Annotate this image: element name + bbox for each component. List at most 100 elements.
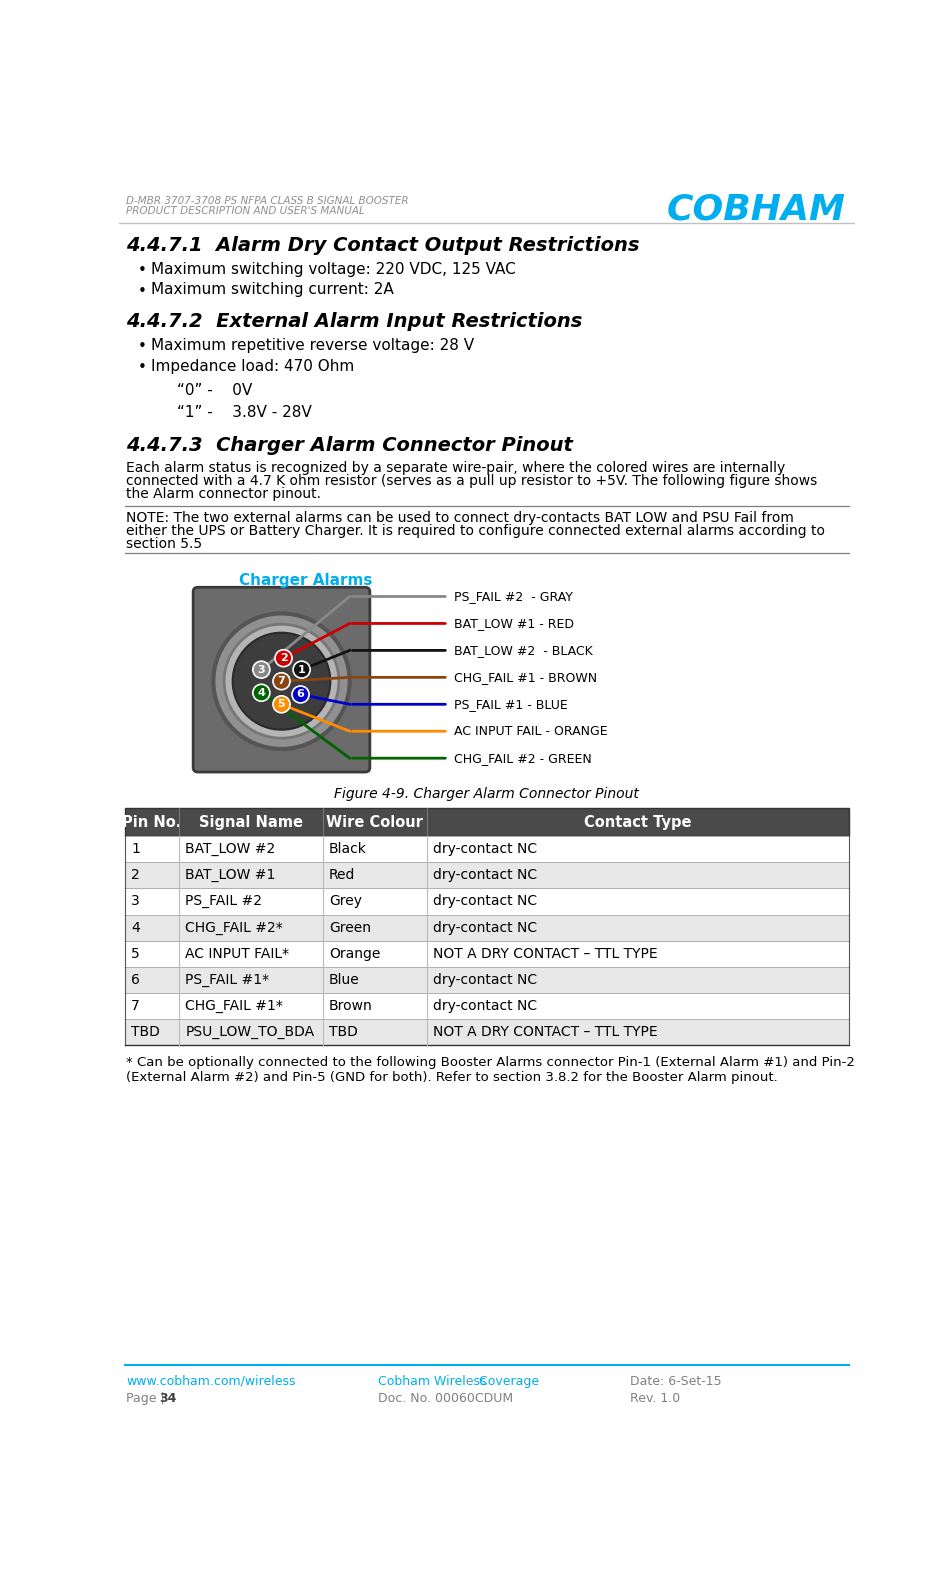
Text: Signal Name: Signal Name <box>199 815 303 829</box>
FancyBboxPatch shape <box>125 914 848 940</box>
Text: www.cobham.com/wireless: www.cobham.com/wireless <box>126 1375 296 1388</box>
Text: 2: 2 <box>279 653 288 663</box>
Text: PS_FAIL #1 - BLUE: PS_FAIL #1 - BLUE <box>453 697 567 711</box>
Text: •: • <box>138 264 147 278</box>
Text: “0” -    0V: “0” - 0V <box>177 383 252 399</box>
Text: NOT A DRY CONTACT – TTL TYPE: NOT A DRY CONTACT – TTL TYPE <box>433 1025 658 1039</box>
Text: * Can be optionally connected to the following Booster Alarms connector Pin-1 (E: * Can be optionally connected to the fol… <box>126 1057 855 1069</box>
Text: BAT_LOW #2: BAT_LOW #2 <box>185 842 276 856</box>
Text: Grey: Grey <box>329 895 362 909</box>
Text: Cobham Wireless: Cobham Wireless <box>378 1375 491 1388</box>
Text: –: – <box>466 1375 471 1388</box>
Text: •: • <box>138 339 147 355</box>
FancyBboxPatch shape <box>193 587 370 772</box>
Circle shape <box>214 614 350 749</box>
Text: 4.4.7.2  External Alarm Input Restrictions: 4.4.7.2 External Alarm Input Restriction… <box>126 312 583 331</box>
Circle shape <box>233 633 331 730</box>
Text: Maximum repetitive reverse voltage: 28 V: Maximum repetitive reverse voltage: 28 V <box>151 338 474 353</box>
Text: 1: 1 <box>131 842 140 856</box>
Text: TBD: TBD <box>329 1025 357 1039</box>
Text: Green: Green <box>329 920 370 934</box>
Text: Date: 6-Set-15: Date: 6-Set-15 <box>630 1375 722 1388</box>
Text: 3: 3 <box>257 664 265 675</box>
Text: TBD: TBD <box>131 1025 160 1039</box>
Text: Rev. 1.0: Rev. 1.0 <box>630 1393 680 1405</box>
FancyBboxPatch shape <box>125 1019 848 1046</box>
Text: Maximum switching voltage: 220 VDC, 125 VAC: Maximum switching voltage: 220 VDC, 125 … <box>151 262 516 276</box>
Text: COBHAM: COBHAM <box>667 192 846 226</box>
Text: Impedance load: 470 Ohm: Impedance load: 470 Ohm <box>151 358 354 374</box>
Text: •: • <box>138 284 147 298</box>
Text: PS_FAIL #1*: PS_FAIL #1* <box>185 973 270 988</box>
Text: 6: 6 <box>131 973 140 988</box>
Text: Wire Colour: Wire Colour <box>327 815 424 829</box>
Text: 4.4.7.3  Charger Alarm Connector Pinout: 4.4.7.3 Charger Alarm Connector Pinout <box>126 435 574 455</box>
Text: PS_FAIL #2: PS_FAIL #2 <box>185 895 262 909</box>
Circle shape <box>253 685 270 702</box>
Text: Each alarm status is recognized by a separate wire-pair, where the colored wires: Each alarm status is recognized by a sep… <box>126 462 786 476</box>
Text: dry-contact NC: dry-contact NC <box>433 999 538 1013</box>
Text: AC INPUT FAIL - ORANGE: AC INPUT FAIL - ORANGE <box>453 725 607 738</box>
Text: PSU_LOW_TO_BDA: PSU_LOW_TO_BDA <box>185 1025 314 1039</box>
Text: Orange: Orange <box>329 947 380 961</box>
Text: NOTE: The two external alarms can be used to connect dry-contacts BAT LOW and PS: NOTE: The two external alarms can be use… <box>126 510 794 524</box>
Text: (External Alarm #2) and Pin-5 (GND for both). Refer to section 3.8.2 for the Boo: (External Alarm #2) and Pin-5 (GND for b… <box>126 1071 778 1083</box>
Text: “1” -    3.8V - 28V: “1” - 3.8V - 28V <box>177 405 312 419</box>
Text: 7: 7 <box>131 999 140 1013</box>
Text: 6: 6 <box>296 689 305 700</box>
FancyBboxPatch shape <box>125 889 848 914</box>
Text: dry-contact NC: dry-contact NC <box>433 868 538 882</box>
Text: CHG_FAIL #2 - GREEN: CHG_FAIL #2 - GREEN <box>453 752 591 765</box>
Text: either the UPS or Battery Charger. It is required to configure connected externa: either the UPS or Battery Charger. It is… <box>126 524 826 539</box>
Text: connected with a 4.7 K ohm resistor (serves as a pull up resistor to +5V. The fo: connected with a 4.7 K ohm resistor (ser… <box>126 474 818 488</box>
Text: BAT_LOW #1: BAT_LOW #1 <box>185 868 276 882</box>
Text: •: • <box>138 360 147 375</box>
Text: Charger Alarms: Charger Alarms <box>238 573 372 589</box>
Text: 34: 34 <box>159 1393 177 1405</box>
Circle shape <box>273 696 290 713</box>
Text: 4: 4 <box>257 688 265 697</box>
Text: Brown: Brown <box>329 999 372 1013</box>
Text: PRODUCT DESCRIPTION AND USER'S MANUAL: PRODUCT DESCRIPTION AND USER'S MANUAL <box>126 206 365 217</box>
FancyBboxPatch shape <box>125 967 848 994</box>
FancyBboxPatch shape <box>125 809 848 835</box>
Text: CHG_FAIL #2*: CHG_FAIL #2* <box>185 920 283 934</box>
Text: Red: Red <box>329 868 355 882</box>
Text: CHG_FAIL #1*: CHG_FAIL #1* <box>185 999 283 1013</box>
Text: 7: 7 <box>277 677 285 686</box>
FancyBboxPatch shape <box>125 862 848 889</box>
Text: Doc. No. 00060CDUM: Doc. No. 00060CDUM <box>378 1393 514 1405</box>
Circle shape <box>253 661 270 678</box>
Text: 5: 5 <box>277 699 285 710</box>
Text: NOT A DRY CONTACT – TTL TYPE: NOT A DRY CONTACT – TTL TYPE <box>433 947 658 961</box>
Text: Figure 4-9. Charger Alarm Connector Pinout: Figure 4-9. Charger Alarm Connector Pino… <box>334 787 639 801</box>
Text: 4: 4 <box>131 920 140 934</box>
Text: CHG_FAIL #1 - BROWN: CHG_FAIL #1 - BROWN <box>453 670 597 685</box>
Text: dry-contact NC: dry-contact NC <box>433 973 538 988</box>
Text: Pin No.: Pin No. <box>123 815 181 829</box>
Circle shape <box>294 661 310 678</box>
Text: 5: 5 <box>131 947 140 961</box>
Text: dry-contact NC: dry-contact NC <box>433 895 538 909</box>
Text: Maximum switching current: 2A: Maximum switching current: 2A <box>151 283 394 297</box>
Text: section 5.5: section 5.5 <box>126 537 202 551</box>
Text: dry-contact NC: dry-contact NC <box>433 842 538 856</box>
Circle shape <box>292 686 309 703</box>
Circle shape <box>273 672 290 689</box>
Text: Black: Black <box>329 842 367 856</box>
Text: 3: 3 <box>131 895 140 909</box>
Text: 4.4.7.1  Alarm Dry Contact Output Restrictions: 4.4.7.1 Alarm Dry Contact Output Restric… <box>126 236 640 256</box>
FancyBboxPatch shape <box>125 940 848 967</box>
Text: dry-contact NC: dry-contact NC <box>433 920 538 934</box>
Text: 1: 1 <box>297 664 306 675</box>
Text: Blue: Blue <box>329 973 359 988</box>
Text: BAT_LOW #2  - BLACK: BAT_LOW #2 - BLACK <box>453 644 592 656</box>
FancyBboxPatch shape <box>125 994 848 1019</box>
Circle shape <box>224 625 339 738</box>
Text: the Alarm connector pinout.: the Alarm connector pinout. <box>126 487 321 501</box>
Text: 2: 2 <box>131 868 140 882</box>
FancyBboxPatch shape <box>125 835 848 862</box>
Circle shape <box>275 650 292 667</box>
Text: Coverage: Coverage <box>475 1375 540 1388</box>
Text: Page |: Page | <box>126 1393 169 1405</box>
